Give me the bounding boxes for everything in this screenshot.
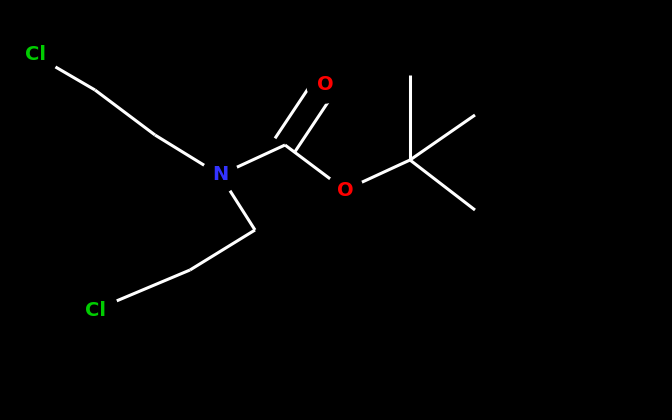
Text: O: O (337, 181, 353, 200)
Circle shape (202, 157, 238, 193)
Text: Cl: Cl (85, 300, 106, 320)
Text: Cl: Cl (24, 45, 46, 65)
Circle shape (72, 287, 118, 333)
Text: N: N (212, 165, 228, 184)
Circle shape (327, 172, 363, 208)
Text: O: O (317, 76, 333, 94)
Circle shape (307, 67, 343, 103)
Circle shape (12, 32, 58, 78)
